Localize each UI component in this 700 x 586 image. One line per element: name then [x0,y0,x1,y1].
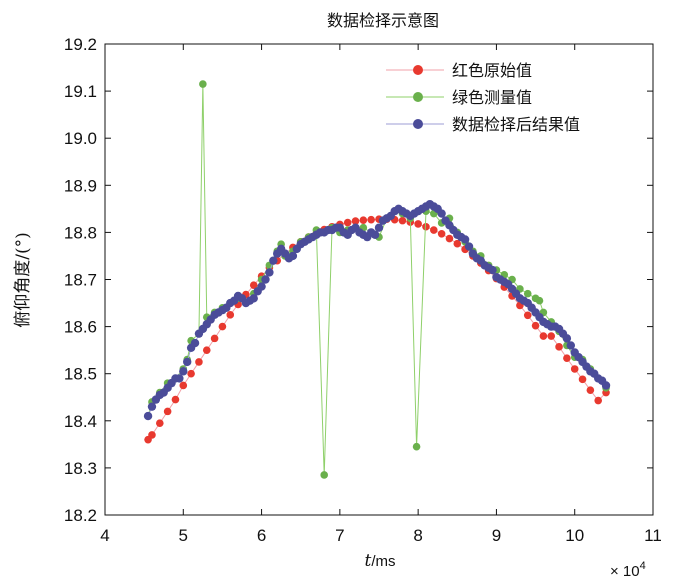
series-0-point [453,239,462,248]
series-0-point [523,311,532,320]
series-0-point [547,332,556,340]
y-tick-label: 18.6 [64,318,97,337]
series-2-point [374,223,384,232]
x-axis-label: t/ms [364,551,395,571]
series-0-point [570,365,579,373]
x-axis-label-unit: /ms [371,553,395,570]
series-0-point [531,321,540,330]
series-2-point [265,268,274,277]
series-0-point [414,220,422,228]
legend-marker-red [413,65,423,75]
series-2-point [562,334,572,343]
legend: 红色原始值 绿色测量值 数据检择后结果值 [386,61,580,134]
series-0-point [226,311,235,319]
series-2-point [370,230,380,239]
series-2-point [601,381,611,390]
series-0-point [218,322,227,331]
series-0-point [539,332,548,340]
series-0-point [351,217,360,225]
y-tick-label: 19.0 [64,129,97,148]
series-0-point [195,358,203,366]
x-multiplier-base: × 10 [610,563,640,580]
series-0-point [249,281,258,289]
series-0-point [563,354,571,362]
y-tick-label: 18.2 [64,506,97,525]
x-tick-label: 4 [100,526,109,545]
plot-area: 4 5 6 7 8 9 10 11 18.2 18.3 18.4 18.5 18.6 18.7 18.8 18… [64,35,662,545]
series-1-point [412,442,421,451]
series-2-point [288,251,298,261]
series-2-point [190,338,200,348]
series-0-point [367,215,375,224]
series-2-point [488,265,497,275]
series-2 [143,199,611,421]
series-0-point [171,395,180,404]
series-2-point [147,402,157,411]
legend-marker-green [413,92,423,102]
series-2-point [143,411,153,421]
y-tick-label: 18.4 [64,412,97,431]
series-0-point [555,343,563,351]
series-0-point [343,218,352,227]
ticks-layer: 4 5 6 7 8 9 10 11 18.2 18.3 18.4 18.5 18.6 18.7 18.8 18… [64,35,662,545]
y-axis-label: 俯仰角度/(°) [13,232,33,328]
x-tick-label: 9 [492,526,501,545]
series-0-point [398,216,407,225]
y-tick-label: 19.1 [64,82,97,101]
series-0-point [422,222,430,231]
x-axis-label-var: t [364,551,371,571]
series-2-point [261,275,270,284]
series-0-point [430,226,438,234]
x-tick-label: 8 [413,526,422,545]
y-tick-label: 18.3 [64,459,97,478]
series-2-point [175,374,184,383]
legend-label-red: 红色原始值 [452,61,532,80]
series-2-point [460,235,470,244]
x-tick-label: 7 [335,526,344,545]
series-2-point [437,209,446,218]
series-1-point [535,296,544,305]
series-0-point [148,431,156,439]
series-1-point [320,471,329,479]
x-multiplier-exp: 4 [640,560,646,572]
x-tick-label: 11 [644,526,662,545]
x-tick-label: 6 [257,526,266,545]
series-0-point [359,216,368,224]
y-tick-label: 19.2 [64,35,97,54]
chart-title: 数据检择示意图 [327,11,439,30]
x-multiplier: × 104 [610,560,646,580]
series-2-point [249,294,258,303]
series-0-point [445,234,454,243]
series-0-point [179,381,188,390]
y-tick-label: 18.5 [64,365,97,384]
series-0-point [202,346,211,354]
series-2-point [464,242,474,251]
series-1-point [523,289,532,298]
series-0-point [187,369,195,378]
series-0-point [163,407,172,416]
series-0-point [594,396,602,405]
y-tick-label: 18.7 [64,271,97,290]
y-tick-label: 18.9 [64,176,97,195]
y-tick-label: 18.8 [64,223,97,242]
series-0-point [586,386,595,394]
legend-label-blue: 数据检择后结果值 [452,115,580,134]
legend-marker-blue [413,119,423,129]
series-2-point [566,341,575,350]
series-2-point [257,282,266,291]
series-1-point [199,80,207,88]
series-layer [143,80,611,479]
series-2-point [179,367,188,376]
series-0-point [578,375,587,384]
series-2-point [269,256,278,265]
x-tick-label: 5 [179,526,188,545]
series-0-point [156,419,164,427]
series-0-point [210,334,219,343]
x-tick-label: 10 [565,526,584,545]
series-0-point [437,230,446,238]
series-2-point [183,357,192,367]
legend-label-green: 绿色测量值 [452,88,532,107]
